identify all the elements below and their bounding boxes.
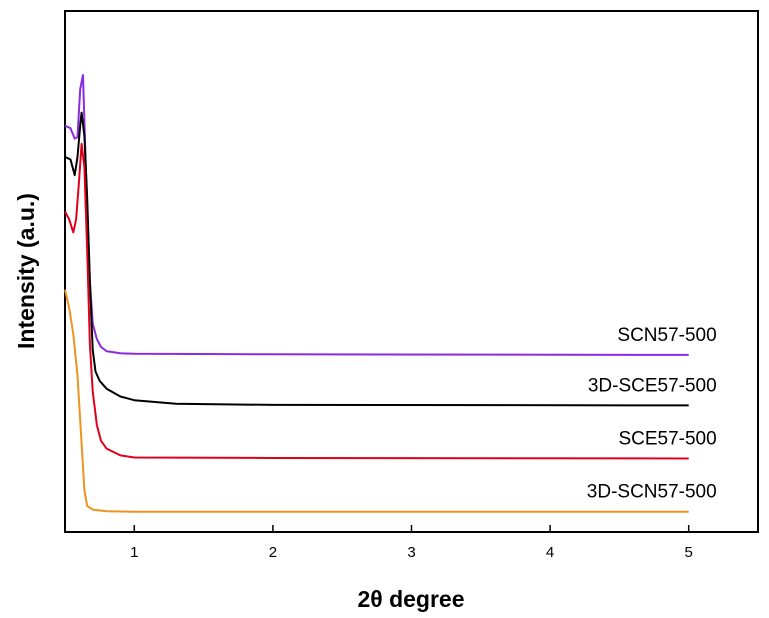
x-tick-label: 1 xyxy=(130,544,138,561)
series-label: 3D-SCN57-500 xyxy=(587,482,717,503)
series-line xyxy=(64,111,689,407)
y-axis-title: Intensity (a.u.) xyxy=(13,193,39,349)
series-line xyxy=(64,142,689,460)
x-axis-ticks: 1 2 3 4 5 xyxy=(130,525,693,561)
series-label: 3D-SCE57-500 xyxy=(588,375,717,396)
series-line xyxy=(64,74,689,356)
x-tick-label: 4 xyxy=(546,544,554,561)
x-axis-title: 2θ degree xyxy=(357,586,464,612)
series-label: SCE57-500 xyxy=(618,429,716,450)
series-label: SCN57-500 xyxy=(617,325,716,346)
series-labels: SCN57-500 3D-SCE57-500 SCE57-500 3D-SCN57-5… xyxy=(587,325,717,503)
x-tick-label: 2 xyxy=(269,544,277,561)
series-lines xyxy=(64,74,689,513)
x-tick-label: 5 xyxy=(685,544,693,561)
x-tick-label: 3 xyxy=(407,544,415,561)
series-line xyxy=(64,289,689,513)
plot-area-frame xyxy=(64,10,759,533)
